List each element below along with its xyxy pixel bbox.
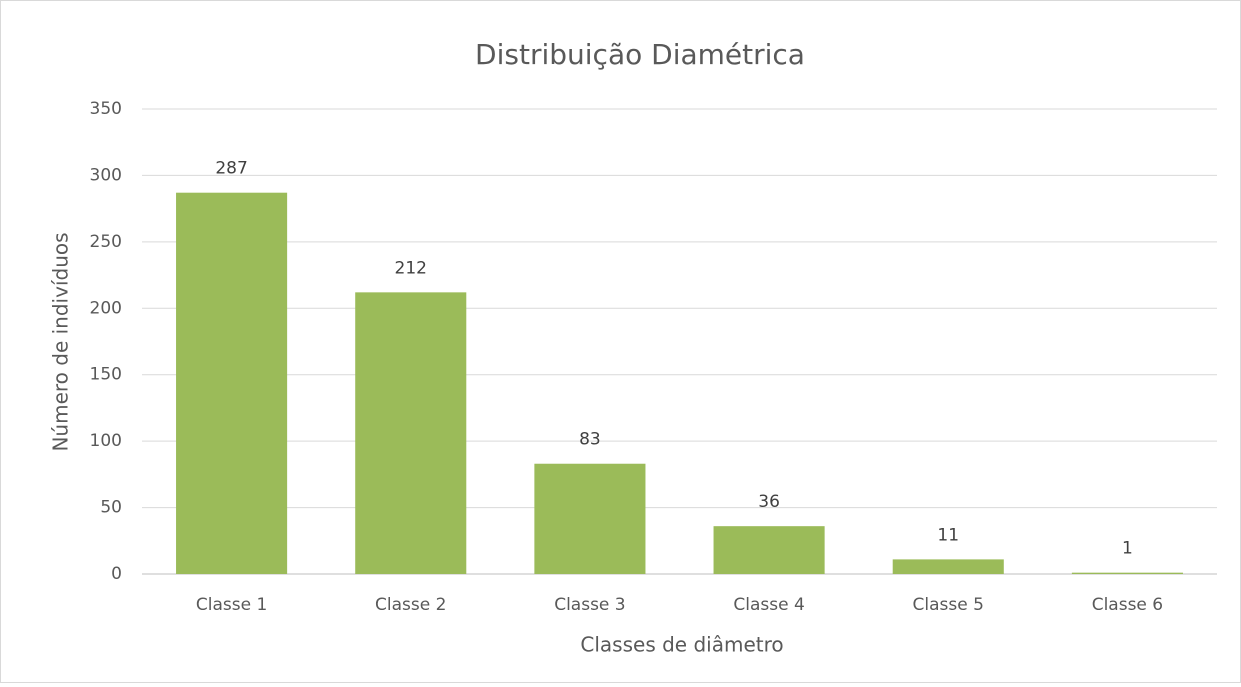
data-label: 83 xyxy=(579,430,601,450)
data-label: 212 xyxy=(395,258,427,278)
y-tick-label: 150 xyxy=(90,365,122,385)
data-label: 36 xyxy=(758,492,780,512)
y-tick-label: 50 xyxy=(100,498,122,518)
chart-title: Distribuição Diamétrica xyxy=(475,38,805,71)
y-tick-label: 200 xyxy=(90,298,122,318)
y-tick-label: 300 xyxy=(90,165,122,185)
bar xyxy=(1071,572,1183,574)
data-label: 1 xyxy=(1122,539,1133,559)
data-label: 287 xyxy=(215,159,247,179)
data-label: 11 xyxy=(937,525,959,545)
x-tick-label: Classe 6 xyxy=(1092,595,1163,615)
y-tick-label: 100 xyxy=(90,431,122,451)
y-axis-label: Número de indivíduos xyxy=(49,232,73,451)
bar xyxy=(892,559,1004,574)
x-axis-label: Classes de diâmetro xyxy=(580,633,783,657)
x-tick-label: Classe 1 xyxy=(196,595,267,615)
x-tick-label: Classe 3 xyxy=(554,595,625,615)
y-tick-label: 0 xyxy=(111,564,122,584)
bar xyxy=(355,292,467,574)
bar xyxy=(534,463,646,574)
bar xyxy=(713,526,825,574)
x-tick-label: Classe 4 xyxy=(733,595,804,615)
x-tick-label: Classe 2 xyxy=(375,595,446,615)
y-tick-label: 350 xyxy=(90,99,122,119)
bar xyxy=(176,192,288,574)
y-tick-label: 250 xyxy=(90,232,122,252)
x-tick-label: Classe 5 xyxy=(913,595,984,615)
